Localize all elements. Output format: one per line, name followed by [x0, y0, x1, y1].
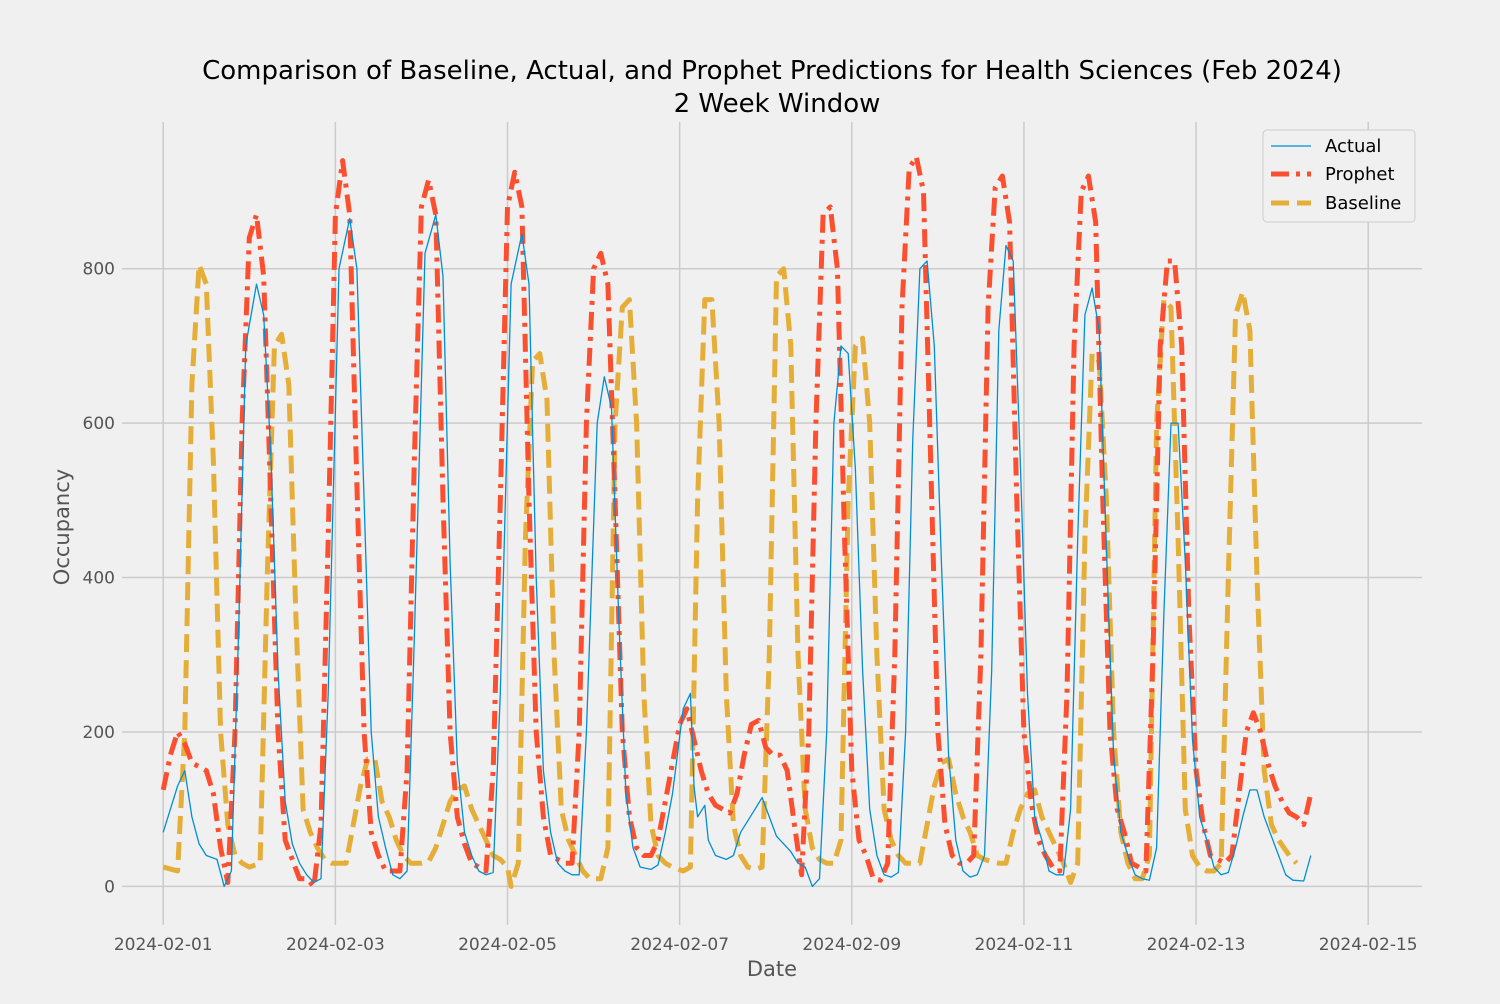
x-axis-label: Date	[747, 957, 797, 981]
x-tick-label: 2024-02-05	[458, 935, 557, 955]
x-tick-label: 2024-02-01	[114, 935, 213, 955]
x-tick-label: 2024-02-03	[286, 935, 385, 955]
legend-box	[1262, 129, 1416, 223]
y-tick-label: 600	[83, 414, 115, 434]
x-tick-label: 2024-02-15	[1319, 935, 1418, 955]
legend-label-baseline: Baseline	[1325, 193, 1401, 214]
x-tick-label: 2024-02-07	[630, 935, 729, 955]
y-tick-label: 200	[83, 723, 115, 743]
series-line-actual	[162, 214, 1312, 888]
y-tick-label: 400	[83, 569, 115, 589]
x-tick-label: 2024-02-13	[1147, 935, 1246, 955]
legend-label-actual: Actual	[1325, 136, 1381, 157]
series-line-prophet	[160, 154, 1314, 889]
chart-title: Comparison of Baseline, Actual, and Prop…	[202, 56, 1342, 86]
series-line-baseline	[162, 262, 1299, 889]
y-tick-label: 800	[83, 260, 115, 280]
y-tick-label: 0	[104, 877, 115, 897]
x-tick-label: 2024-02-09	[802, 935, 901, 955]
legend-label-prophet: Prophet	[1325, 164, 1395, 185]
x-tick-label: 2024-02-11	[975, 935, 1074, 955]
series-lines	[160, 154, 1314, 889]
legend: Actual Prophet Baseline	[1262, 129, 1416, 223]
chart-subtitle: 2 Week Window	[674, 89, 881, 119]
y-axis-label: Occupancy	[50, 469, 74, 585]
tick-labels: 2024-02-01 2024-02-03 2024-02-05 2024-02-07…	[83, 260, 1418, 955]
